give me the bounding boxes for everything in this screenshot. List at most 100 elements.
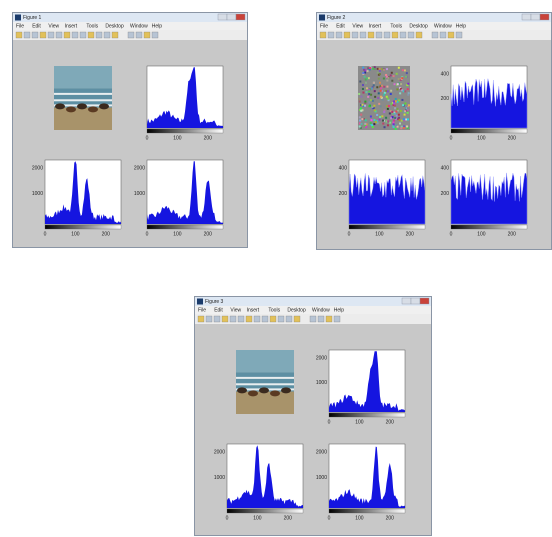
toolbar-button[interactable] [400, 32, 406, 38]
menu-item[interactable]: Help [456, 24, 467, 30]
toolbar-button[interactable] [144, 32, 150, 38]
toolbar-button[interactable] [278, 316, 284, 322]
toolbar-button[interactable] [152, 32, 158, 38]
toolbar-button[interactable] [270, 316, 276, 322]
window-icon [15, 15, 21, 21]
menu-item[interactable]: Edit [336, 24, 345, 30]
toolbar-button[interactable] [368, 32, 374, 38]
toolbar-button[interactable] [48, 32, 54, 38]
window-button[interactable] [218, 14, 227, 20]
toolbar-button[interactable] [392, 32, 398, 38]
noise-pixel [377, 97, 379, 99]
menu-item[interactable]: Insert [247, 308, 260, 314]
toolbar-button[interactable] [328, 32, 334, 38]
toolbar-button[interactable] [24, 32, 30, 38]
toolbar-button[interactable] [80, 32, 86, 38]
menu-item[interactable]: Help [334, 308, 345, 314]
menu-item[interactable]: Insert [369, 24, 382, 30]
menu-item[interactable]: Tools [390, 24, 402, 30]
toolbar-button[interactable] [286, 316, 292, 322]
toolbar-button[interactable] [64, 32, 70, 38]
menu-item[interactable]: Edit [214, 308, 223, 314]
noise-pixel [382, 99, 384, 101]
toolbar-button[interactable] [376, 32, 382, 38]
noise-pixel [398, 67, 400, 69]
noise-pixel [367, 96, 369, 98]
menu-item[interactable]: Window [434, 24, 452, 30]
toolbar-button[interactable] [262, 316, 268, 322]
toolbar-button[interactable] [198, 316, 204, 322]
toolbar-button[interactable] [326, 316, 332, 322]
menu-item[interactable]: Window [312, 308, 330, 314]
toolbar-button[interactable] [310, 316, 316, 322]
toolbar-button[interactable] [214, 316, 220, 322]
toolbar-button[interactable] [352, 32, 358, 38]
toolbar-button[interactable] [432, 32, 438, 38]
title-bar [317, 13, 551, 22]
window-button[interactable] [540, 14, 549, 20]
photo-sky [236, 350, 294, 372]
noise-pixel [377, 72, 379, 74]
window-button[interactable] [522, 14, 531, 20]
toolbar-button[interactable] [230, 316, 236, 322]
window-button[interactable] [531, 14, 540, 20]
toolbar-button[interactable] [416, 32, 422, 38]
menu-item[interactable]: View [352, 24, 363, 30]
toolbar-button[interactable] [360, 32, 366, 38]
menu-item[interactable]: Edit [32, 24, 41, 30]
window-title: Figure 1 [23, 15, 42, 21]
menu-item[interactable]: File [320, 24, 328, 30]
toolbar-button[interactable] [344, 32, 350, 38]
toolbar-button[interactable] [408, 32, 414, 38]
noise-pixel [394, 83, 396, 85]
x-tick-label: 200 [508, 135, 517, 141]
toolbar-button[interactable] [104, 32, 110, 38]
window-button[interactable] [227, 14, 236, 20]
toolbar-button[interactable] [246, 316, 252, 322]
menu-item[interactable]: File [198, 308, 206, 314]
menu-item[interactable]: Help [152, 24, 163, 30]
menu-item[interactable]: File [16, 24, 24, 30]
menu-item[interactable]: Desktop [105, 24, 124, 30]
window-button[interactable] [236, 14, 245, 20]
toolbar-button[interactable] [72, 32, 78, 38]
toolbar-button[interactable] [336, 32, 342, 38]
noise-pixel [400, 83, 402, 85]
toolbar-button[interactable] [318, 316, 324, 322]
toolbar-button[interactable] [136, 32, 142, 38]
menu-item[interactable]: View [230, 308, 241, 314]
window-button[interactable] [411, 298, 420, 304]
toolbar-button[interactable] [334, 316, 340, 322]
toolbar-button[interactable] [32, 32, 38, 38]
toolbar-button[interactable] [96, 32, 102, 38]
toolbar-button[interactable] [456, 32, 462, 38]
colorbar [227, 509, 303, 513]
toolbar-button[interactable] [440, 32, 446, 38]
toolbar-button[interactable] [16, 32, 22, 38]
toolbar-button[interactable] [238, 316, 244, 322]
noise-pixel [371, 119, 373, 121]
menu-item[interactable]: Desktop [287, 308, 306, 314]
menu-item[interactable]: Window [130, 24, 148, 30]
menu-item[interactable]: View [48, 24, 59, 30]
noise-pixel [380, 90, 382, 92]
noise-pixel [378, 92, 380, 94]
toolbar-button[interactable] [128, 32, 134, 38]
toolbar-button[interactable] [320, 32, 326, 38]
toolbar-button[interactable] [222, 316, 228, 322]
menu-item[interactable]: Tools [268, 308, 280, 314]
toolbar-button[interactable] [254, 316, 260, 322]
window-button[interactable] [420, 298, 429, 304]
menu-item[interactable]: Tools [86, 24, 98, 30]
menu-item[interactable]: Desktop [409, 24, 428, 30]
toolbar-button[interactable] [40, 32, 46, 38]
window-button[interactable] [402, 298, 411, 304]
toolbar-button[interactable] [56, 32, 62, 38]
menu-item[interactable]: Insert [65, 24, 78, 30]
toolbar-button[interactable] [448, 32, 454, 38]
toolbar-button[interactable] [206, 316, 212, 322]
toolbar-button[interactable] [384, 32, 390, 38]
toolbar-button[interactable] [112, 32, 118, 38]
toolbar-button[interactable] [294, 316, 300, 322]
toolbar-button[interactable] [88, 32, 94, 38]
